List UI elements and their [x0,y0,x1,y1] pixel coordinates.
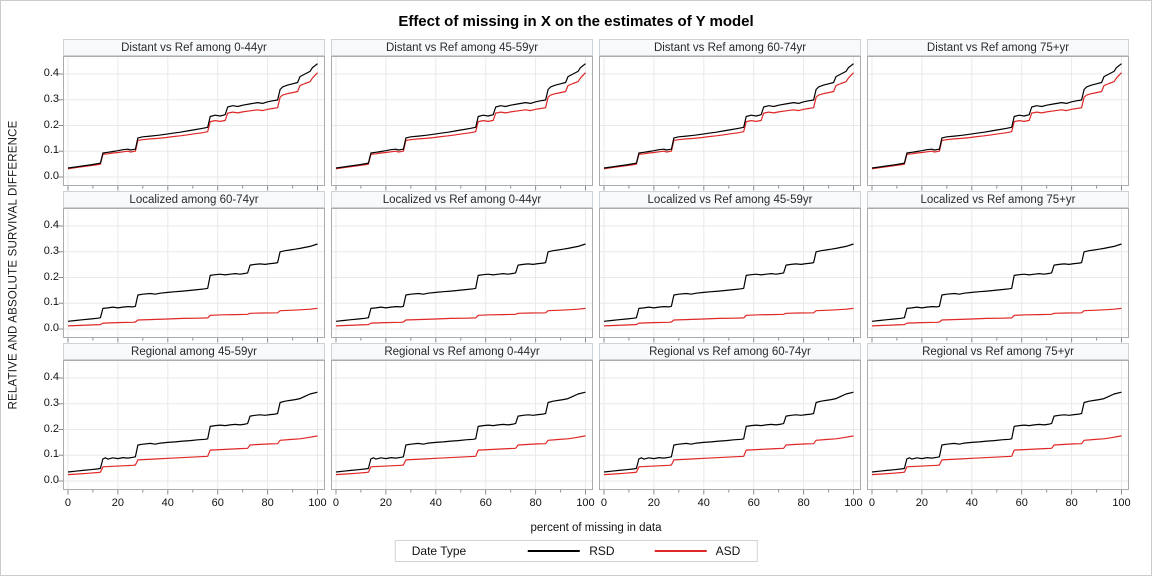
legend-label-asd: ASD [715,544,741,558]
panel-regional-0: Regional among 45-59yr [58,343,325,495]
legend-label-rsd: RSD [589,544,615,558]
x-tick-label: 40 [429,497,442,509]
panel-title: Localized vs Ref among 0-44yr [331,191,593,208]
x-tick-label: 0 [868,497,876,509]
panel-distant-1: Distant vs Ref among 45-59yr [331,39,593,191]
panel-localized-2: Localized vs Ref among 45-59yr [599,191,861,343]
plot-area-localized-1 [331,208,593,343]
y-tick-label: 0.2 [43,270,59,283]
x-tick-label: 20 [111,497,125,509]
panel-title: Distant vs Ref among 75+yr [867,39,1129,56]
plot-area-distant-1 [331,56,593,191]
x-tick-label: 0 [600,497,608,509]
y-tick-label: 0.1 [43,144,59,157]
y-tick-label: 0.4 [43,67,59,80]
panel-title: Localized vs Ref among 45-59yr [599,191,861,208]
panel-title: Distant vs Ref among 45-59yr [331,39,593,56]
x-tick-label: 60 [1015,497,1028,509]
plot-area-distant-3 [867,56,1129,191]
panel-title: Distant vs Ref among 0-44yr [63,39,325,56]
x-tick-label: 80 [1065,497,1078,509]
x-tick-label: 100 [1112,497,1131,509]
panel-distant-3: Distant vs Ref among 75+yr [867,39,1129,191]
x-tick-label: 60 [747,497,760,509]
plot-area-regional-2 [599,360,861,495]
y-tick-label: 0.1 [43,296,59,309]
y-tick-label: 0.2 [43,118,59,131]
panel-title: Regional vs Ref among 60-74yr [599,343,861,360]
x-tick-label: 40 [697,497,710,509]
legend-title: Date Type [411,544,467,558]
y-tick-label: 0.3 [43,92,59,105]
panel-localized-0: Localized among 60-74yr [58,191,325,343]
x-axis-label: percent of missing in data [530,522,662,534]
plot-area-distant-0 [58,56,325,191]
y-tick-label: 0.1 [43,448,59,461]
rsd-line-sample [528,550,581,552]
x-tick-label: 100 [844,497,863,509]
x-tick-label: 40 [161,497,174,509]
x-tick-label: 20 [915,497,929,509]
plot-area-regional-3 [867,360,1129,495]
y-axis-label-wrap: RELATIVE AND ABSOLUTE SURVIVAL DIFFERENC… [3,39,23,490]
plot-area-regional-1 [331,360,593,495]
x-tick-label: 0 [332,497,340,509]
panel-title: Localized vs Ref among 75+yr [867,191,1129,208]
x-tick-label: 80 [529,497,542,509]
panel-localized-3: Localized vs Ref among 75+yr [867,191,1129,343]
panel-localized-1: Localized vs Ref among 0-44yr [331,191,593,343]
y-tick-label: 0.3 [43,244,59,257]
y-tick-label: 0.0 [43,169,59,182]
x-tick-label: 80 [797,497,810,509]
plot-area-distant-2 [599,56,861,191]
panel-title: Regional vs Ref among 75+yr [867,343,1129,360]
panel-title: Localized among 60-74yr [63,191,325,208]
plot-area-localized-3 [867,208,1129,343]
panel-grid: Distant vs Ref among 0-44yr Distant vs Re… [58,39,1129,495]
panel-regional-3: Regional vs Ref among 75+yr [867,343,1129,495]
panel-title: Regional vs Ref among 0-44yr [331,343,593,360]
x-tick-label: 60 [479,497,492,509]
legend-item-asd: ASD [654,544,741,558]
y-tick-label: 0.0 [43,473,59,486]
x-tick-label: 100 [576,497,595,509]
panel-title: Distant vs Ref among 60-74yr [599,39,861,56]
y-axis-label: RELATIVE AND ABSOLUTE SURVIVAL DIFFERENC… [7,120,19,409]
panel-distant-2: Distant vs Ref among 60-74yr [599,39,861,191]
y-tick-label: 0.4 [43,371,59,384]
x-tick-label: 60 [211,497,224,509]
panel-distant-0: Distant vs Ref among 0-44yr [58,39,325,191]
legend: Date Type RSD ASD [394,540,758,562]
panel-regional-1: Regional vs Ref among 0-44yr [331,343,593,495]
panel-regional-2: Regional vs Ref among 60-74yr [599,343,861,495]
x-tick-label: 20 [379,497,393,509]
y-tick-label: 0.3 [43,396,59,409]
chart-title: Effect of missing in X on the estimates … [398,13,754,30]
x-tick-label: 40 [965,497,978,509]
y-tick-label: 0.4 [43,219,59,232]
x-tick-label: 20 [647,497,661,509]
plot-area-regional-0 [58,360,325,495]
x-tick-label: 80 [261,497,274,509]
asd-line-sample [654,550,707,552]
plot-area-localized-0 [58,208,325,343]
y-tick-label: 0.2 [43,422,59,435]
x-tick-label: 0 [64,497,72,509]
plot-area-localized-2 [599,208,861,343]
y-tick-label: 0.0 [43,321,59,334]
legend-item-rsd: RSD [528,544,615,558]
panel-title: Regional among 45-59yr [63,343,325,360]
x-tick-label: 100 [308,497,327,509]
